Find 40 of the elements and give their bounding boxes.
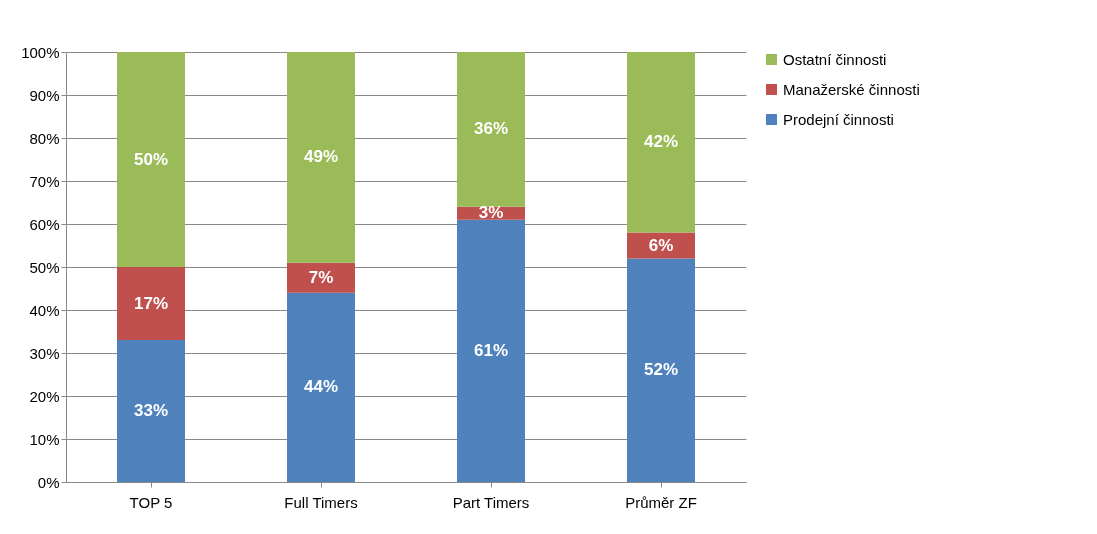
bar (457, 219, 525, 482)
data-label: 17% (133, 293, 169, 313)
data-label: 44% (303, 377, 339, 397)
y-tick-label: 70% (29, 172, 60, 190)
legend-label: Prodejní činnosti (783, 110, 894, 128)
y-tick-label: 50% (29, 258, 60, 276)
bar (287, 52, 355, 263)
y-tick-label: 30% (29, 344, 60, 362)
y-tick-label: 40% (29, 301, 60, 319)
data-label: 50% (133, 149, 169, 169)
x-tick-label: Full Timers (284, 493, 358, 511)
y-tick-label: 80% (29, 129, 60, 147)
bar (457, 52, 525, 207)
data-label: 33% (133, 401, 169, 421)
data-label: 61% (473, 340, 509, 360)
x-tick-label: Part Timers (452, 493, 530, 511)
y-tick-label: 10% (29, 430, 60, 448)
data-label: 3% (478, 203, 504, 223)
bar (117, 52, 185, 267)
bar (627, 258, 695, 482)
data-label: 7% (308, 267, 334, 287)
y-tick-label: 90% (29, 86, 60, 104)
y-tick-label: 60% (29, 215, 60, 233)
data-label: 36% (473, 119, 509, 139)
y-tick-label: 100% (21, 43, 60, 61)
bar (627, 52, 695, 233)
x-tick-label: TOP 5 (129, 493, 173, 511)
bar (117, 267, 185, 341)
bar (117, 340, 185, 482)
data-label: 52% (643, 360, 679, 380)
data-label: 6% (648, 235, 674, 255)
y-tick-label: 0% (37, 473, 60, 491)
bar (287, 262, 355, 293)
y-tick-label: 20% (29, 387, 60, 405)
x-tick-label: Průměr ZF (625, 493, 697, 511)
legend-label: Ostatní činnosti (783, 50, 887, 68)
data-label: 42% (643, 132, 679, 152)
bar (287, 292, 355, 482)
data-label: 49% (303, 147, 339, 167)
legend-label: Manažerské činnosti (783, 80, 920, 98)
